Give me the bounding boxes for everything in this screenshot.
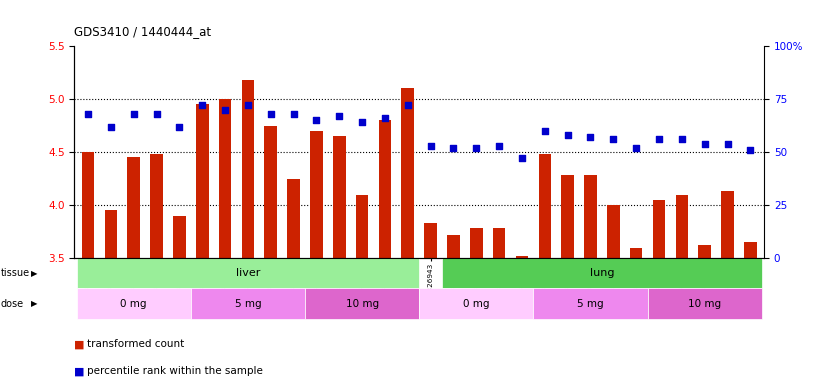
Point: [287, 111, 300, 117]
Point: [104, 124, 117, 130]
Text: liver: liver: [235, 268, 260, 278]
Bar: [310, 131, 323, 258]
Text: ■: ■: [74, 339, 85, 349]
Bar: [191, 288, 305, 319]
Bar: [442, 258, 762, 288]
Bar: [287, 179, 300, 258]
Point: [698, 141, 711, 147]
Text: ▶: ▶: [31, 299, 38, 308]
Text: ■: ■: [74, 366, 85, 376]
Bar: [607, 205, 620, 258]
Point: [515, 156, 529, 162]
Bar: [676, 195, 688, 258]
Text: 10 mg: 10 mg: [345, 299, 378, 309]
Bar: [562, 175, 574, 258]
Point: [424, 143, 437, 149]
Point: [447, 145, 460, 151]
Bar: [173, 216, 186, 258]
Point: [401, 103, 415, 109]
Bar: [653, 200, 665, 258]
Bar: [77, 258, 420, 288]
Point: [264, 111, 278, 117]
Point: [82, 111, 95, 117]
Bar: [699, 245, 711, 258]
Bar: [219, 99, 231, 258]
Bar: [242, 80, 254, 258]
Bar: [539, 154, 551, 258]
Text: 5 mg: 5 mg: [577, 299, 604, 309]
Point: [584, 134, 597, 140]
Point: [629, 145, 643, 151]
Bar: [534, 288, 648, 319]
Bar: [305, 288, 420, 319]
Text: 10 mg: 10 mg: [688, 299, 721, 309]
Bar: [264, 126, 277, 258]
Text: percentile rank within the sample: percentile rank within the sample: [87, 366, 263, 376]
Bar: [150, 154, 163, 258]
Text: 0 mg: 0 mg: [463, 299, 490, 309]
Text: transformed count: transformed count: [87, 339, 184, 349]
Bar: [401, 88, 414, 258]
Text: tissue: tissue: [1, 268, 30, 278]
Bar: [105, 210, 117, 258]
Point: [470, 145, 483, 151]
Point: [675, 136, 688, 142]
Point: [218, 107, 231, 113]
Point: [150, 111, 164, 117]
Point: [378, 115, 392, 121]
Bar: [420, 288, 534, 319]
Bar: [82, 152, 94, 258]
Bar: [378, 120, 392, 258]
Point: [355, 119, 368, 126]
Text: dose: dose: [1, 299, 24, 309]
Point: [127, 111, 140, 117]
Point: [607, 136, 620, 142]
Point: [743, 147, 757, 153]
Bar: [447, 235, 460, 258]
Bar: [744, 242, 757, 258]
Bar: [77, 288, 191, 319]
Text: ▶: ▶: [31, 269, 38, 278]
Text: GDS3410 / 1440444_at: GDS3410 / 1440444_at: [74, 25, 211, 38]
Bar: [630, 248, 643, 258]
Point: [492, 143, 506, 149]
Bar: [515, 256, 529, 258]
Bar: [127, 157, 140, 258]
Bar: [196, 104, 208, 258]
Bar: [356, 195, 368, 258]
Text: 5 mg: 5 mg: [235, 299, 261, 309]
Bar: [470, 228, 482, 258]
Point: [561, 132, 574, 138]
Bar: [721, 191, 733, 258]
Bar: [493, 228, 506, 258]
Bar: [648, 288, 762, 319]
Point: [173, 124, 186, 130]
Bar: [425, 223, 437, 258]
Point: [653, 136, 666, 142]
Point: [196, 103, 209, 109]
Point: [333, 113, 346, 119]
Point: [310, 117, 323, 123]
Bar: [584, 175, 596, 258]
Text: 0 mg: 0 mg: [121, 299, 147, 309]
Point: [241, 103, 254, 109]
Bar: [333, 136, 345, 258]
Point: [539, 128, 552, 134]
Point: [721, 141, 734, 147]
Text: lung: lung: [590, 268, 615, 278]
